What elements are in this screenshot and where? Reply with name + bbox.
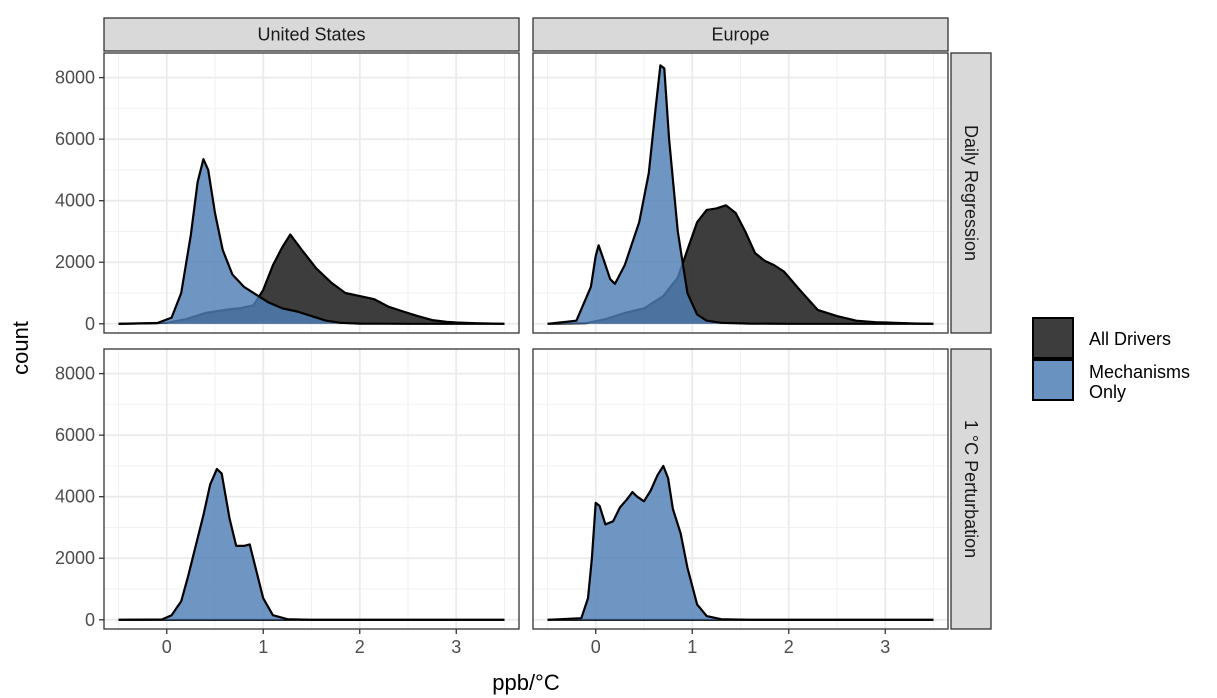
strip-europe — [532, 17, 949, 52]
density-area-mechanisms-only — [118, 159, 505, 324]
panel-border — [103, 52, 520, 334]
x-tick-label: 1 — [687, 637, 697, 657]
strip-label-row: 1 °C Perturbation — [961, 420, 981, 558]
density-outline-mechanisms-only — [547, 464, 934, 621]
x-axis-title: ppb/°C — [492, 670, 560, 695]
panels-layer: United States Europe Daily Regression 1 °C … — [103, 17, 992, 630]
strip-label-column: United States — [257, 25, 365, 45]
panel-border — [532, 348, 949, 630]
y-tick-label: 8000 — [55, 364, 95, 384]
strip-daily-regression — [950, 52, 992, 334]
strip-label-row: Daily Regression — [961, 125, 981, 261]
density-area-all-drivers — [547, 205, 934, 324]
y-tick-label: 2000 — [55, 252, 95, 272]
strip-label-column: Europe — [711, 25, 769, 45]
y-axis-title: count — [8, 321, 33, 375]
legend: All Drivers Mechanisms Only — [1032, 317, 1190, 402]
strip-united-states — [103, 17, 520, 52]
y-tick-label: 2000 — [55, 548, 95, 568]
panel-united-states-daily-regression: United States — [103, 17, 520, 334]
y-tick-label: 6000 — [55, 129, 95, 149]
panel-border — [103, 348, 520, 630]
panel-border — [532, 52, 949, 334]
y-tick-label: 0 — [85, 314, 95, 334]
y-tick-label: 4000 — [55, 191, 95, 211]
density-area-mechanisms-only — [118, 469, 505, 620]
density-area-mechanisms-only — [547, 465, 934, 620]
panel-united-states-1-c-perturbation — [103, 348, 520, 630]
x-tick-label: 0 — [162, 637, 172, 657]
x-tick-label: 1 — [258, 637, 268, 657]
strip-1-c-perturbation — [950, 348, 992, 630]
x-tick-label: 2 — [355, 637, 365, 657]
legend-label-all-drivers: All Drivers — [1089, 329, 1171, 349]
density-outline-mechanisms-only — [118, 158, 505, 325]
panel-europe-daily-regression: Europe Daily Regression — [532, 17, 992, 334]
x-tick-label: 3 — [451, 637, 461, 657]
legend-label-mechanisms-only: Mechanisms Only — [1089, 362, 1190, 402]
axes-layer: 0 2000 4000 6000 8000 0 2000 4000 6000 8000 0 1 2 3 0 1… — [55, 68, 890, 657]
y-tick-label: 6000 — [55, 425, 95, 445]
y-tick-label: 4000 — [55, 487, 95, 507]
panel-europe-1-c-perturbation: 1 °C Perturbation — [532, 348, 992, 630]
density-outline-mechanisms-only — [118, 467, 505, 621]
x-tick-label: 3 — [880, 637, 890, 657]
y-tick-label: 8000 — [55, 68, 95, 88]
density-area-mechanisms-only — [547, 65, 934, 324]
density-area-all-drivers — [118, 234, 505, 324]
x-tick-label: 0 — [591, 637, 601, 657]
density-outline-mechanisms-only — [547, 64, 934, 325]
legend-key-all-drivers — [1032, 317, 1074, 359]
x-tick-label: 2 — [784, 637, 794, 657]
legend-key-mechanisms-only — [1032, 359, 1074, 401]
y-tick-label: 0 — [85, 610, 95, 630]
